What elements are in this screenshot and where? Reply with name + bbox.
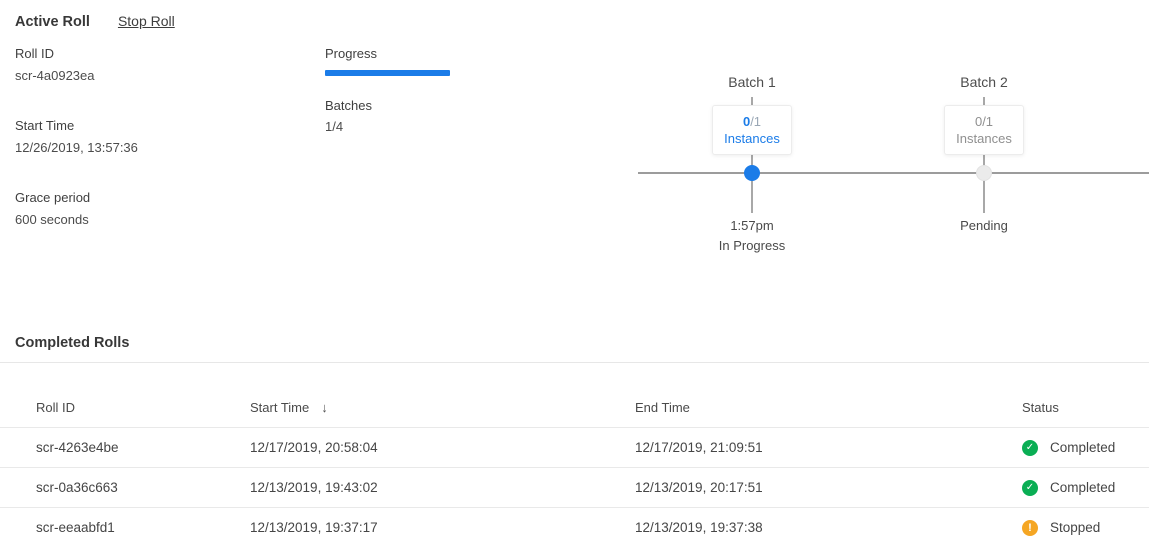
batch-2-card: 0/1 Instances [944,105,1024,155]
row-roll-id: scr-4263e4be [36,440,119,455]
completed-rolls-table: Roll ID Start Time ↓ End Time Status scr-… [0,387,1149,545]
progress-label: Progress [325,46,378,61]
status-label: Completed [1050,440,1116,455]
table-row[interactable]: scr-0a36c663 12/13/2019, 19:43:02 12/13/… [0,468,1149,508]
table-row[interactable]: scr-4263e4be 12/17/2019, 20:58:04 12/17/… [0,428,1149,468]
progress-block: Progress Batches 1/4 [325,46,475,134]
detail-roll-id: Roll ID scr-4a0923ea [15,46,138,83]
roll-id-label: Roll ID [15,46,55,61]
start-time-header-label: Start Time [250,399,310,415]
row-end-time: 12/13/2019, 19:37:38 [635,520,763,535]
row-start-time: 12/13/2019, 19:43:02 [250,480,378,495]
batch-1-count-done: 0 [742,114,751,129]
row-end-time: 12/13/2019, 20:17:51 [635,480,763,495]
batch-2-instances-label: Instances [956,131,1012,146]
batch-2-time: Pending [960,218,1008,233]
batch-2-count-total: /1 [982,114,994,129]
active-roll-header: Active Roll Stop Roll [15,13,175,30]
start-time-label: Start Time [15,118,75,133]
completed-rolls-title: Completed Rolls [15,335,130,351]
grace-period-value: 600 seconds [15,212,89,227]
batch-1-status: In Progress [718,238,786,253]
batch-1-card: 0/1 Instances [712,105,792,155]
timeline-track [638,172,1149,174]
row-start-time: 12/13/2019, 19:37:17 [250,520,378,535]
row-end-time: 12/17/2019, 21:09:51 [635,440,763,455]
status-label: Completed [1050,480,1116,495]
stop-roll-link[interactable]: Stop Roll [117,13,175,29]
row-status: ✓ Completed [1022,439,1139,456]
column-header-status[interactable]: Status [1022,399,1059,415]
status-label: Stopped [1050,520,1101,535]
row-start-time: 12/17/2019, 20:58:04 [250,440,378,455]
column-header-end-time[interactable]: End Time [635,399,690,415]
batch-1-instances-link[interactable]: Instances [724,131,780,146]
row-roll-id: scr-0a36c663 [36,480,118,495]
detail-grace-period: Grace period 600 seconds [15,190,138,227]
active-roll-title: Active Roll [15,14,90,30]
row-status: ! Stopped [1022,519,1139,536]
active-roll-section: Active Roll Stop Roll Roll ID scr-4a0923… [15,13,1149,262]
start-time-value: 12/26/2019, 13:57:36 [15,140,138,155]
completed-check-icon: ✓ [1022,439,1038,456]
batch-2-name: Batch 2 [960,74,1008,90]
column-header-start-time[interactable]: Start Time ↓ [250,400,635,415]
progress-bar [325,70,450,76]
table-row[interactable]: scr-eeaabfd1 12/13/2019, 19:37:17 12/13/… [0,508,1149,545]
batch-timeline: Batch 1 0/1 Instances 1:57pm In Progress… [638,74,1149,253]
roll-details: Roll ID scr-4a0923ea Start Time 12/26/20… [15,46,138,262]
grace-period-label: Grace period [15,190,91,205]
stopped-warning-icon: ! [1022,519,1038,536]
batch-2-instances-count: 0/1 [975,113,993,130]
batch-2-count-done: 0 [974,114,983,129]
batch-1-time: 1:57pm [730,218,774,233]
roll-id-value: scr-4a0923ea [15,68,95,83]
sort-descending-icon[interactable]: ↓ [321,399,328,415]
row-status: ✓ Completed [1022,479,1139,496]
batch-1-name: Batch 1 [728,74,776,90]
completed-check-icon: ✓ [1022,479,1038,496]
table-header-row: Roll ID Start Time ↓ End Time Status [0,387,1149,428]
batch-2-dot [976,165,992,181]
batch-1-count-total: /1 [750,114,762,129]
batch-2-connector [983,97,985,213]
batch-1-instances-count: 0/1 [743,113,761,130]
row-roll-id: scr-eeaabfd1 [36,520,115,535]
batches-label: Batches [325,98,372,113]
detail-start-time: Start Time 12/26/2019, 13:57:36 [15,118,138,155]
completed-rolls-section: Completed Rolls Roll ID Start Time ↓ End … [0,310,1149,545]
column-header-roll-id[interactable]: Roll ID [36,399,76,415]
batch-1-dot [744,165,760,181]
batches-value: 1/4 [325,119,344,134]
batch-1-connector [751,97,753,213]
section-divider [0,362,1149,363]
